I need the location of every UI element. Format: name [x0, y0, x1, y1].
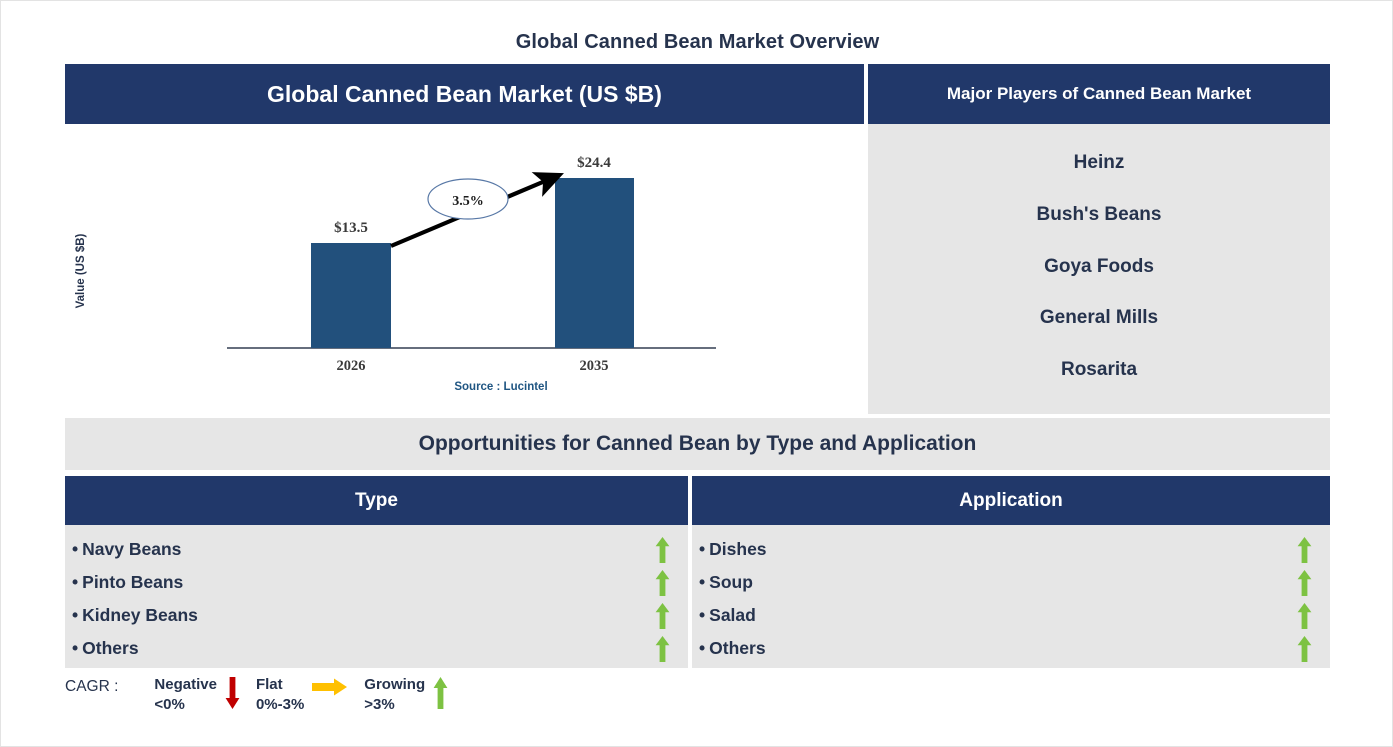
- type-row-label: • Pinto Beans: [72, 572, 183, 593]
- cagr-callout-value: 3.5%: [452, 194, 484, 209]
- application-row-text: Soup: [709, 572, 753, 592]
- legend-growing-text: Growing >3%: [364, 675, 425, 716]
- player-item: Heinz: [1073, 152, 1125, 174]
- table-row: • Soup: [692, 566, 1330, 599]
- table-row: • Dishes: [692, 533, 1330, 566]
- application-row-text: Salad: [709, 605, 756, 625]
- player-item: Bush's Beans: [1036, 203, 1162, 225]
- type-row-text: Navy Beans: [82, 539, 182, 559]
- arrow-up-green-icon: [1297, 569, 1312, 596]
- player-item: Rosarita: [1060, 358, 1138, 380]
- application-row-text: Dishes: [709, 539, 767, 559]
- x-tick-2026: 2026: [337, 358, 366, 374]
- table-row: • Pinto Beans: [65, 566, 688, 599]
- arrow-up-green-icon: [1297, 635, 1312, 662]
- major-players-list: Heinz Bush's Beans Goya Foods General Mi…: [868, 124, 1330, 414]
- major-players-card: Major Players of Canned Bean Market Hein…: [868, 64, 1330, 414]
- arrow-down-red-icon: [225, 677, 240, 709]
- legend-negative-text: Negative <0%: [154, 675, 217, 716]
- table-row: • Kidney Beans: [65, 599, 688, 632]
- bullet-icon: •: [699, 638, 706, 658]
- opportunities-banner: Opportunities for Canned Bean by Type an…: [65, 418, 1330, 470]
- opportunities-type-column: Type • Navy Beans • Pinto Beans • Kidney Be…: [65, 476, 688, 668]
- type-row-list: • Navy Beans • Pinto Beans • Kidney Beans •…: [65, 525, 688, 668]
- table-row: • Others: [692, 632, 1330, 665]
- table-row: • Salad: [692, 599, 1330, 632]
- cagr-legend: CAGR : Negative <0% Flat 0%-3% Growing >…: [65, 675, 765, 725]
- bar-2035: [555, 178, 634, 348]
- y-axis-title: Value (US $B): [75, 233, 87, 308]
- chart-source: Source : Lucintel: [454, 381, 547, 393]
- legend-growing-name: Growing: [364, 676, 426, 693]
- bar-label-2035: $24.4: [577, 155, 611, 171]
- type-row-text: Kidney Beans: [82, 605, 198, 625]
- arrow-up-green-icon: [1297, 536, 1312, 563]
- chart-card-header: Global Canned Bean Market (US $B): [65, 64, 864, 124]
- arrow-up-green-icon: [433, 677, 448, 709]
- opportunities-application-column: Application • Dishes • Soup • Salad: [692, 476, 1330, 668]
- legend-flat-text: Flat 0%-3%: [256, 675, 304, 716]
- market-chart-card: Global Canned Bean Market (US $B) Value …: [65, 64, 864, 414]
- bullet-icon: •: [72, 572, 79, 592]
- arrow-up-green-icon: [655, 569, 670, 596]
- type-row-label: • Navy Beans: [72, 539, 181, 560]
- type-row-label: • Others: [72, 638, 139, 659]
- application-row-label: • Soup: [699, 572, 753, 593]
- arrow-up-green-icon: [655, 602, 670, 629]
- x-tick-2035: 2035: [580, 358, 609, 374]
- legend-item-negative: Negative <0%: [154, 675, 250, 716]
- table-row: • Navy Beans: [65, 533, 688, 566]
- type-row-label: • Kidney Beans: [72, 605, 198, 626]
- bullet-icon: •: [699, 605, 706, 625]
- bullet-icon: •: [72, 539, 79, 559]
- legend-negative-name: Negative: [154, 676, 217, 693]
- table-row: • Others: [65, 632, 688, 665]
- chart-plot-area: Value (US $B) $13.5 2026 $24.4 2035: [65, 124, 864, 414]
- type-row-text: Pinto Beans: [82, 572, 184, 592]
- player-item: General Mills: [1039, 307, 1159, 329]
- bar-chart: Value (US $B) $13.5 2026 $24.4 2035: [75, 155, 716, 393]
- bullet-icon: •: [72, 605, 79, 625]
- major-players-header: Major Players of Canned Bean Market: [868, 64, 1330, 124]
- bullet-icon: •: [699, 572, 706, 592]
- type-row-text: Others: [82, 638, 139, 658]
- arrow-up-green-icon: [655, 536, 670, 563]
- application-row-label: • Others: [699, 638, 766, 659]
- legend-flat-range: 0%-3%: [255, 696, 305, 714]
- page-title: Global Canned Bean Market Overview: [515, 31, 880, 53]
- bullet-icon: •: [72, 638, 79, 658]
- cagr-legend-title: CAGR :: [65, 678, 119, 695]
- application-row-label: • Salad: [699, 605, 756, 626]
- legend-flat-name: Flat: [255, 676, 283, 693]
- legend-item-flat: Flat 0%-3%: [256, 675, 358, 716]
- bar-label-2026: $13.5: [334, 220, 368, 236]
- player-item: Goya Foods: [1044, 255, 1154, 277]
- bullet-icon: •: [699, 539, 706, 559]
- bar-2026: [311, 243, 391, 348]
- application-row-list: • Dishes • Soup • Salad • Others: [692, 525, 1330, 668]
- legend-growing-range: >3%: [364, 696, 395, 714]
- application-row-text: Others: [709, 638, 766, 658]
- type-column-header: Type: [65, 476, 688, 525]
- application-column-header: Application: [692, 476, 1330, 525]
- legend-negative-range: <0%: [154, 696, 185, 714]
- arrow-up-green-icon: [1297, 602, 1312, 629]
- application-row-label: • Dishes: [699, 539, 767, 560]
- arrow-up-green-icon: [655, 635, 670, 662]
- legend-item-growing: Growing >3%: [364, 675, 458, 716]
- cagr-callout-ellipse: [427, 178, 509, 220]
- arrow-right-yellow-icon: [312, 678, 348, 696]
